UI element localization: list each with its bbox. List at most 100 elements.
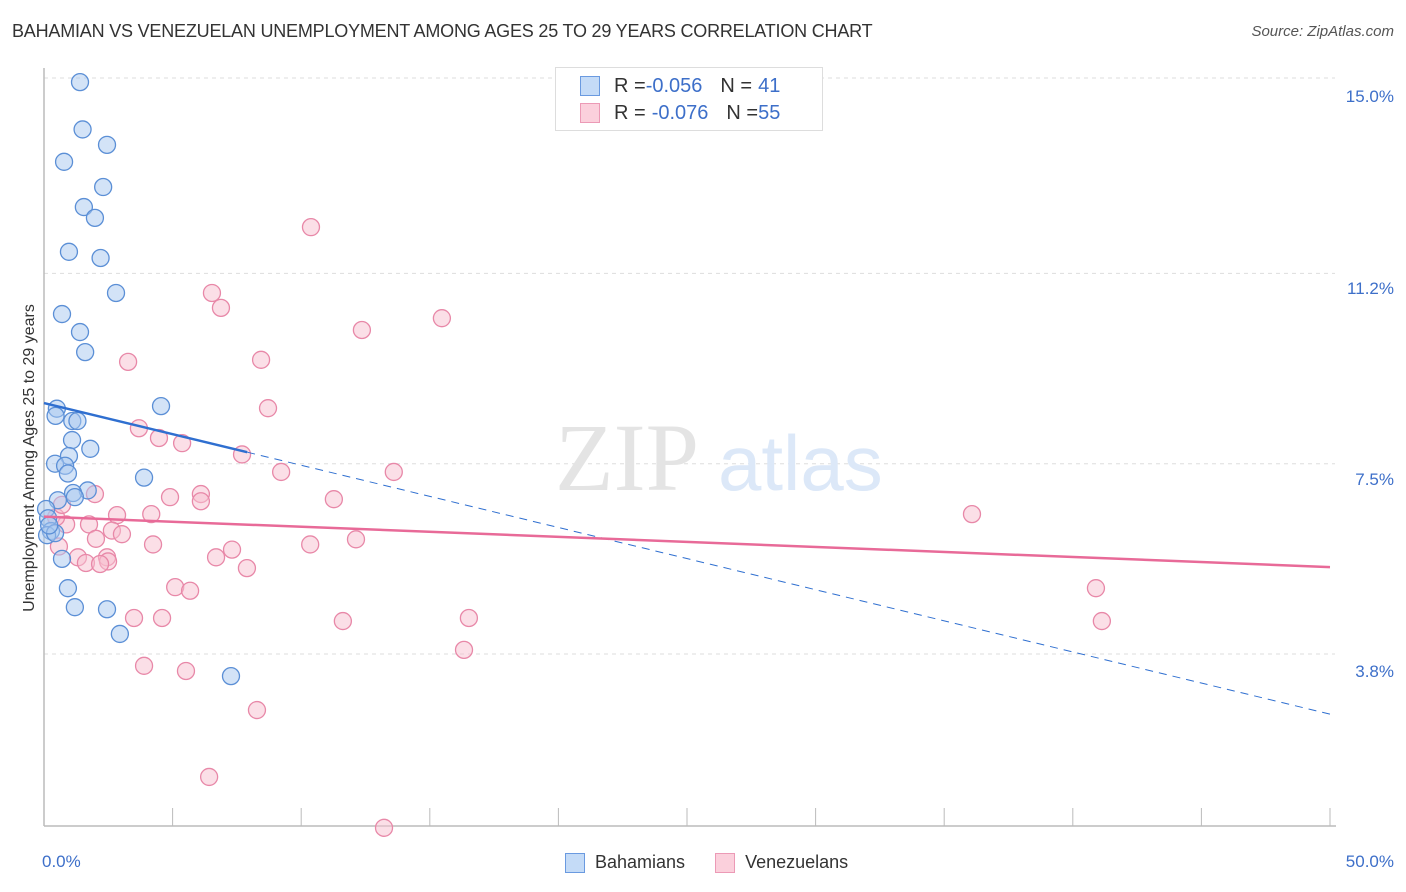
x-tick-max: 50.0% bbox=[1345, 852, 1394, 871]
data-point bbox=[58, 464, 78, 483]
correlation-legend: R = -0.056 N = 41 R = -0.076 N = 55 bbox=[555, 67, 823, 131]
data-point bbox=[112, 525, 132, 544]
data-point bbox=[374, 818, 394, 837]
data-point bbox=[58, 579, 78, 598]
y-axis-label: Unemployment Among Ages 25 to 29 years bbox=[21, 304, 38, 612]
trend-lines bbox=[43, 401, 1331, 715]
data-point bbox=[176, 661, 196, 681]
data-point bbox=[151, 396, 171, 416]
y-tick-11-2: 11.2% bbox=[1347, 279, 1394, 298]
r-value-venezuelans: -0.076 bbox=[651, 101, 709, 124]
data-point bbox=[94, 177, 113, 197]
data-point bbox=[74, 197, 94, 217]
data-point bbox=[247, 700, 267, 720]
data-point bbox=[65, 598, 85, 617]
bahamians-points bbox=[36, 72, 241, 686]
n-value-bahamians: 41 bbox=[758, 74, 781, 97]
data-point bbox=[352, 320, 372, 340]
data-point bbox=[346, 530, 366, 549]
data-point bbox=[97, 600, 117, 619]
data-point bbox=[106, 283, 126, 303]
data-point bbox=[124, 608, 144, 628]
data-point bbox=[251, 350, 271, 369]
data-point bbox=[180, 581, 200, 600]
data-point bbox=[91, 248, 110, 268]
bahamians-trend-dashed bbox=[247, 451, 1331, 715]
data-point bbox=[54, 152, 74, 171]
data-point bbox=[143, 535, 163, 554]
data-point bbox=[301, 535, 320, 554]
axes bbox=[43, 68, 1336, 827]
data-point bbox=[39, 516, 59, 535]
y-tick-7-5: 7.5% bbox=[1355, 470, 1394, 489]
data-point bbox=[432, 309, 452, 328]
y-tick-15: 15.0% bbox=[1345, 87, 1394, 106]
data-point bbox=[70, 322, 90, 342]
data-point bbox=[90, 554, 110, 574]
legend-item-venezuelans[interactable]: Venezuelans bbox=[715, 852, 848, 873]
r-value-bahamians: -0.056 bbox=[645, 74, 703, 97]
venezuelans-swatch bbox=[580, 103, 600, 123]
data-point bbox=[459, 608, 479, 628]
venezuelans-points bbox=[46, 217, 1112, 837]
n-label: N = bbox=[720, 74, 753, 97]
data-point bbox=[1086, 579, 1106, 598]
data-point bbox=[134, 468, 154, 487]
data-point bbox=[118, 352, 138, 372]
data-point bbox=[206, 548, 226, 567]
data-point bbox=[324, 490, 344, 509]
data-point bbox=[107, 505, 127, 525]
source-label: Source: ZipAtlas.com bbox=[1251, 23, 1394, 40]
gridlines bbox=[44, 77, 1335, 655]
x-tick-min: 0.0% bbox=[42, 852, 81, 871]
legend-label-venezuelans: Venezuelans bbox=[745, 852, 849, 872]
y-tick-3-8: 3.8% bbox=[1355, 662, 1394, 681]
data-point bbox=[68, 411, 87, 431]
data-point bbox=[211, 298, 231, 318]
data-point bbox=[1092, 611, 1112, 631]
bahamians-swatch bbox=[580, 76, 600, 96]
data-point bbox=[962, 504, 982, 524]
watermark-zip: ZIP bbox=[555, 404, 699, 511]
data-point bbox=[221, 666, 241, 686]
legend-item-bahamians[interactable]: Bahamians bbox=[565, 852, 685, 873]
data-point bbox=[85, 208, 105, 228]
data-point bbox=[271, 462, 291, 482]
data-point bbox=[202, 283, 222, 303]
data-point bbox=[70, 72, 90, 92]
data-point bbox=[237, 558, 257, 578]
series-legend: Bahamians Venezuelans bbox=[565, 852, 878, 873]
data-point bbox=[65, 487, 85, 507]
data-point bbox=[160, 487, 180, 507]
data-point bbox=[134, 656, 154, 675]
r-label: R = bbox=[614, 101, 646, 124]
data-point bbox=[149, 428, 169, 448]
n-label: N = bbox=[726, 101, 759, 124]
data-point bbox=[333, 611, 353, 631]
legend-row-venezuelans: R = -0.076 N = 55 bbox=[580, 100, 780, 126]
data-point bbox=[172, 433, 192, 453]
data-point bbox=[110, 624, 130, 644]
data-point bbox=[52, 304, 72, 324]
watermark-atlas: atlas bbox=[718, 419, 883, 507]
data-point bbox=[199, 767, 219, 787]
n-value-venezuelans: 55 bbox=[758, 101, 781, 124]
bahamians-legend-swatch bbox=[565, 852, 585, 873]
data-point bbox=[301, 217, 321, 237]
data-point bbox=[384, 462, 403, 482]
venezuelans-trend bbox=[43, 515, 1331, 569]
venezuelans-legend-swatch bbox=[715, 852, 736, 873]
watermark: ZIP atlas bbox=[555, 404, 883, 511]
r-label: R = bbox=[614, 74, 646, 97]
data-point bbox=[59, 242, 79, 261]
data-point bbox=[152, 608, 172, 628]
data-point bbox=[97, 135, 117, 155]
data-point bbox=[258, 399, 278, 418]
data-point bbox=[142, 504, 161, 524]
data-point bbox=[46, 406, 65, 426]
data-point bbox=[191, 492, 211, 511]
data-point bbox=[86, 529, 106, 548]
data-point bbox=[222, 540, 242, 559]
data-point bbox=[52, 549, 72, 569]
